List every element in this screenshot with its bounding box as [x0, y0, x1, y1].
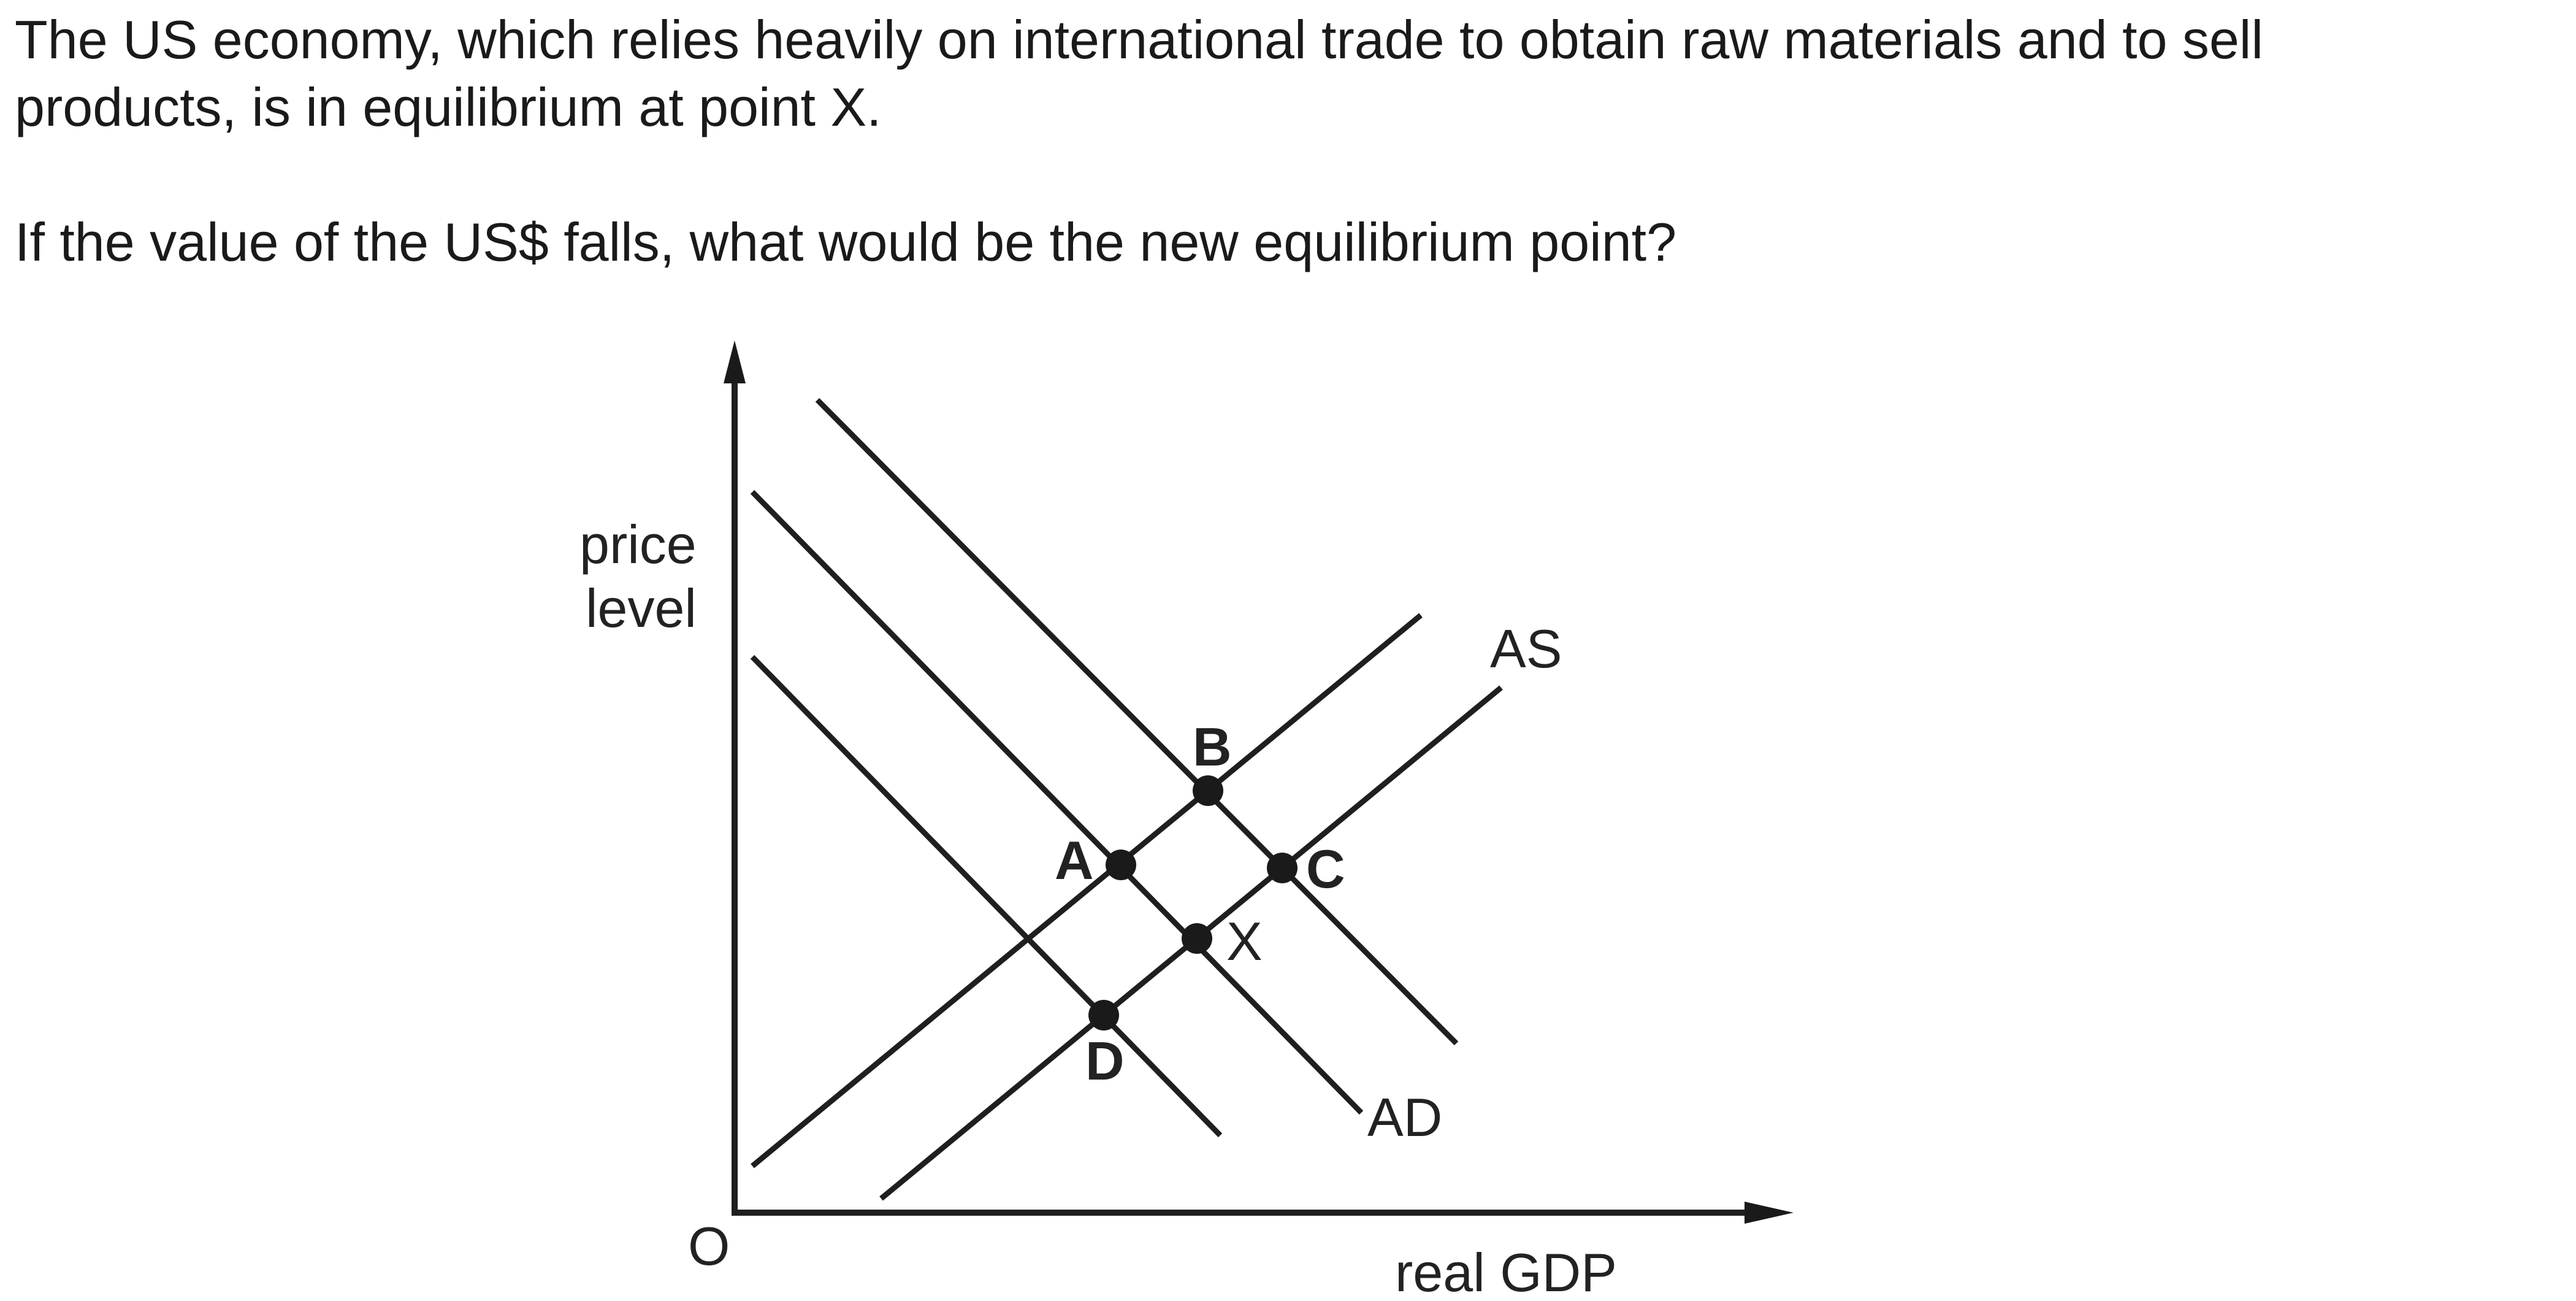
ad-curve-label: AD [1367, 1087, 1442, 1148]
point-a-label: A [1055, 830, 1094, 891]
question-line-2: products, is in equilibrium at point X. [15, 77, 882, 137]
point-c-label: C [1306, 839, 1345, 899]
point-a-marker [1106, 850, 1136, 880]
origin-label: O [688, 1216, 730, 1276]
point-x-marker [1182, 923, 1212, 954]
y-axis-arrowhead [724, 340, 746, 383]
y-axis-label-line-1: price [579, 514, 697, 575]
point-b-marker [1193, 775, 1223, 806]
question-line-3: If the value of the US$ falls, what woul… [15, 212, 1677, 272]
as-curve-label: AS [1490, 618, 1562, 679]
question-text: The US economy, which relies heavily on … [15, 6, 2529, 276]
x-axis-label: real GDP [1395, 1242, 1617, 1301]
ad-curve-left [750, 654, 1223, 1138]
point-x-label: X [1226, 911, 1263, 972]
point-d-marker [1088, 1000, 1119, 1030]
y-axis-label-line-2: level [586, 578, 697, 639]
ad-curve-original [750, 489, 1364, 1115]
question-line-1: The US economy, which relies heavily on … [15, 9, 2263, 70]
point-d-label: D [1085, 1030, 1125, 1091]
ad-curve-right [815, 397, 1459, 1046]
point-b-label: B [1193, 716, 1232, 777]
as-curve-left [751, 613, 1423, 1169]
x-axis-arrowhead [1745, 1202, 1794, 1224]
point-c-marker [1267, 853, 1298, 883]
